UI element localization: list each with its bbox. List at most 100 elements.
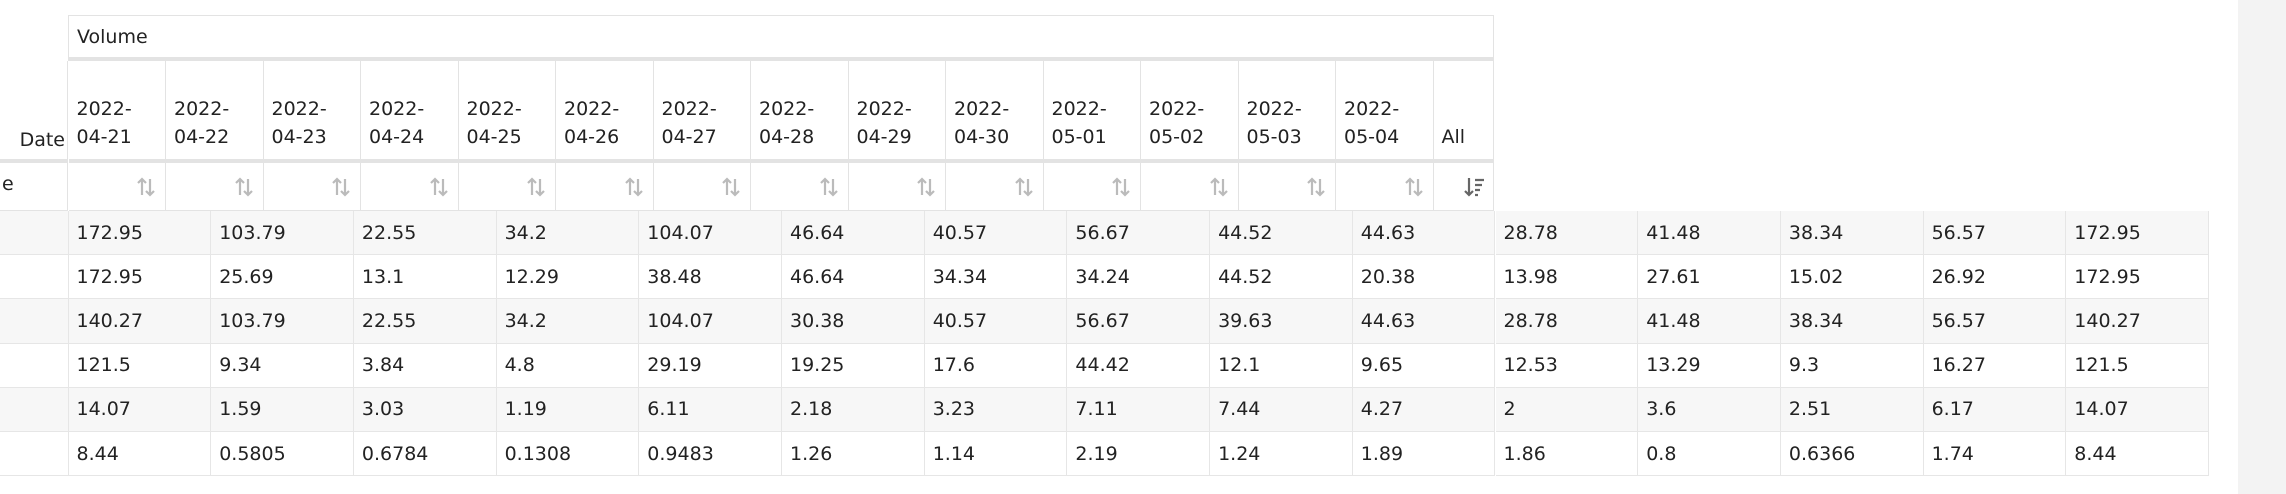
sort-button[interactable] — [525, 175, 547, 199]
cell: 4.8 — [496, 343, 640, 388]
filter-cell — [751, 163, 849, 211]
sort-button[interactable] — [330, 175, 352, 199]
filter-cell — [1336, 163, 1434, 211]
cell: 26.92 — [1923, 255, 2067, 300]
filter-cell — [68, 163, 166, 211]
cell: 3.03 — [353, 387, 497, 432]
cell: 1.24 — [1210, 432, 1353, 477]
column-label: 2022-04-27 — [661, 98, 717, 148]
sort-button[interactable] — [1013, 175, 1035, 199]
column-label: 2022-04-26 — [564, 98, 620, 148]
sort-button[interactable] — [1110, 175, 1132, 199]
cell: 9.3 — [1780, 343, 1924, 388]
column-header: 2022-04-26 — [556, 61, 654, 163]
cell: 0.5805 — [211, 432, 354, 477]
filter-cell — [361, 163, 459, 211]
column-header: 2022-05-02 — [1141, 61, 1239, 163]
sort-button[interactable] — [720, 175, 742, 199]
column-label: 2022-04-24 — [369, 98, 425, 148]
sort-button[interactable] — [135, 175, 157, 199]
cell: 41.48 — [1638, 299, 1781, 344]
cell: 28.78 — [1495, 211, 1639, 256]
cell: 39.63 — [1210, 299, 1353, 344]
row-index — [0, 211, 69, 256]
column-label: 2022-04-29 — [856, 98, 912, 148]
index-header: Date — [0, 61, 68, 163]
cell: 103.79 — [211, 211, 354, 256]
cell: 44.52 — [1210, 255, 1353, 300]
cell: 2 — [1495, 387, 1639, 432]
cell: 3.23 — [924, 387, 1068, 432]
cell: 9.65 — [1352, 343, 1496, 388]
column-label: 2022-04-23 — [271, 98, 327, 148]
sort-button[interactable] — [915, 175, 937, 199]
column-label: 2022-05-01 — [1051, 98, 1107, 148]
cell: 56.67 — [1067, 299, 1211, 344]
cell: 34.2 — [496, 211, 640, 256]
cell: 44.63 — [1352, 299, 1496, 344]
cell: 20.38 — [1352, 255, 1496, 300]
sort-button[interactable] — [233, 175, 255, 199]
sort-button[interactable] — [1463, 175, 1485, 199]
cell: 15.02 — [1780, 255, 1924, 300]
cell: 40.57 — [924, 211, 1068, 256]
cell: 2.18 — [782, 387, 925, 432]
cell: 38.34 — [1780, 299, 1924, 344]
cell: 1.59 — [211, 387, 354, 432]
row-index — [0, 299, 69, 344]
sort-button[interactable] — [1305, 175, 1327, 199]
cell: 34.24 — [1067, 255, 1211, 300]
cell: 56.57 — [1923, 299, 2067, 344]
cell: 46.64 — [782, 255, 925, 300]
cell: 4.27 — [1352, 387, 1496, 432]
cell: 22.55 — [353, 299, 497, 344]
cell: 172.95 — [68, 255, 212, 300]
column-label: 2022-05-04 — [1344, 98, 1400, 148]
filter-cell — [166, 163, 264, 211]
sort-button[interactable] — [818, 175, 840, 199]
cell: 121.5 — [2066, 343, 2209, 388]
cell: 12.1 — [1210, 343, 1353, 388]
cell: 27.61 — [1638, 255, 1781, 300]
cell: 1.14 — [924, 432, 1068, 477]
index-filter: e — [0, 163, 68, 211]
cell: 13.1 — [353, 255, 497, 300]
cell: 140.27 — [68, 299, 212, 344]
column-label: 2022-04-22 — [174, 98, 230, 148]
column-header: 2022-04-23 — [263, 61, 361, 163]
index-label: Date — [19, 129, 65, 151]
cell: 29.19 — [639, 343, 782, 388]
cell: 13.98 — [1495, 255, 1639, 300]
filter-cell — [946, 163, 1044, 211]
cell: 2.51 — [1780, 387, 1924, 432]
cell: 14.07 — [2066, 387, 2209, 432]
sort-button[interactable] — [1208, 175, 1230, 199]
filter-label: e — [2, 173, 14, 195]
cell: 3.84 — [353, 343, 497, 388]
cell: 16.27 — [1923, 343, 2067, 388]
filter-cell — [556, 163, 654, 211]
column-header: 2022-04-30 — [946, 61, 1044, 163]
column-header: 2022-04-27 — [653, 61, 751, 163]
cell: 19.25 — [782, 343, 925, 388]
column-label: 2022-04-21 — [76, 98, 132, 148]
filter-cell — [458, 163, 556, 211]
cell: 12.29 — [496, 255, 640, 300]
cell: 56.57 — [1923, 211, 2067, 256]
cell: 13.29 — [1638, 343, 1781, 388]
sort-button[interactable] — [1403, 175, 1425, 199]
cell: 40.57 — [924, 299, 1068, 344]
cell: 172.95 — [68, 211, 212, 256]
column-header: 2022-04-29 — [848, 61, 946, 163]
cell: 3.6 — [1638, 387, 1781, 432]
filter-cell — [263, 163, 361, 211]
cell: 104.07 — [639, 299, 782, 344]
sort-button[interactable] — [428, 175, 450, 199]
sort-button[interactable] — [623, 175, 645, 199]
cell: 41.48 — [1638, 211, 1781, 256]
row-index — [0, 432, 69, 477]
cell: 44.52 — [1210, 211, 1353, 256]
cell: 56.67 — [1067, 211, 1211, 256]
cell: 6.17 — [1923, 387, 2067, 432]
